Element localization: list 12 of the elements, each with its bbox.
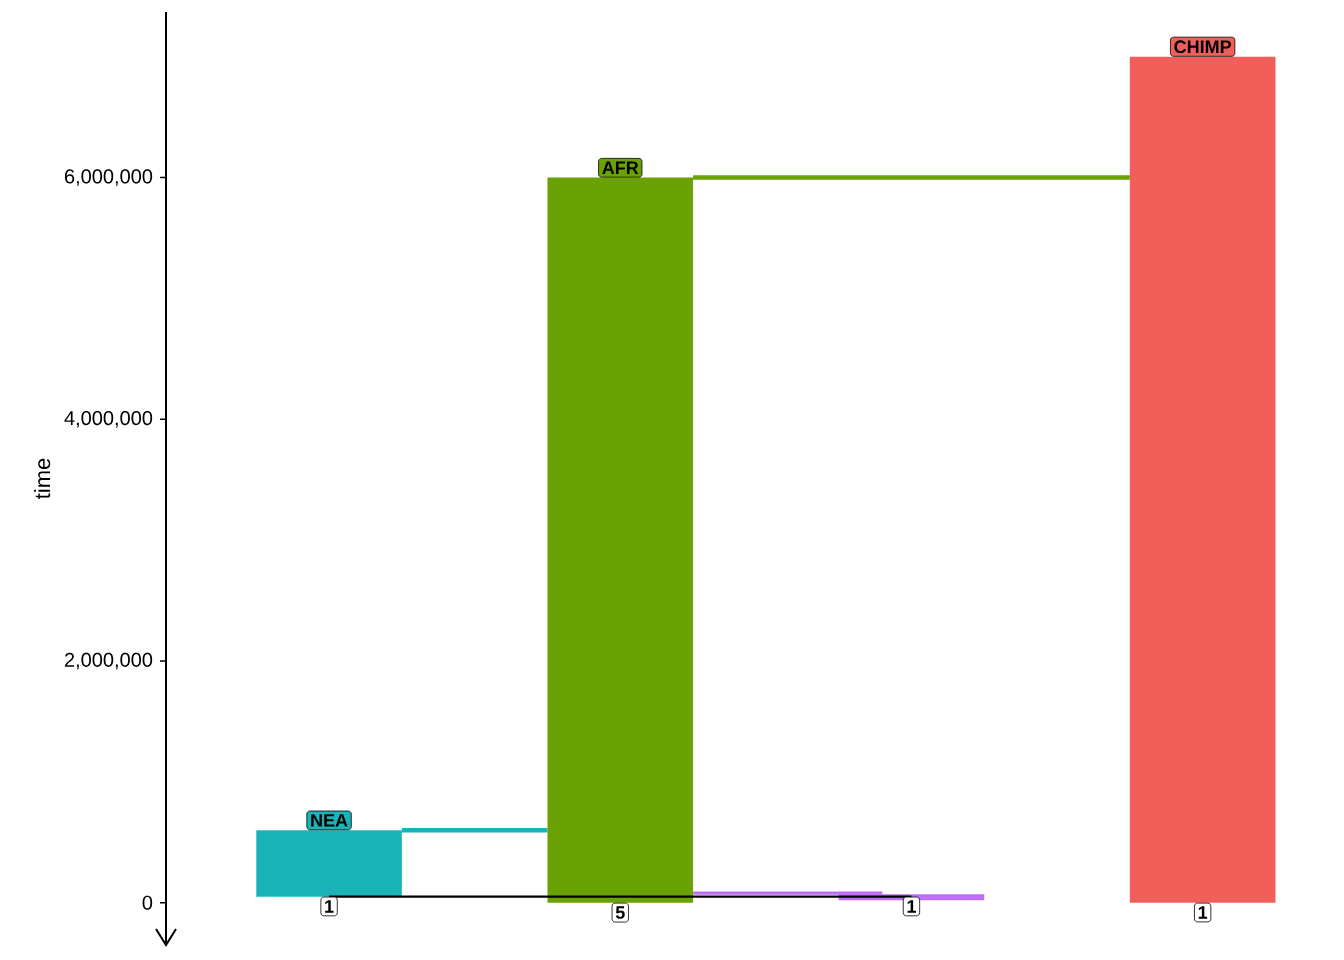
annotation: 1 xyxy=(907,900,916,913)
y-tick-label: 2,000,000 xyxy=(64,652,153,670)
y-tick-label: 0 xyxy=(142,895,153,910)
annotation: 1 xyxy=(325,900,334,913)
y-tick-label: 6,000,000 xyxy=(64,169,153,186)
annotation: NEA xyxy=(311,814,348,827)
annotation: 5 xyxy=(615,906,625,919)
y-tick-label: 4,000,000 xyxy=(64,411,153,428)
annotation: CHIMP xyxy=(1174,40,1232,54)
annotation: 1 xyxy=(1198,906,1208,919)
y-axis-title: time xyxy=(34,458,51,499)
annotation: AFR xyxy=(602,161,639,174)
